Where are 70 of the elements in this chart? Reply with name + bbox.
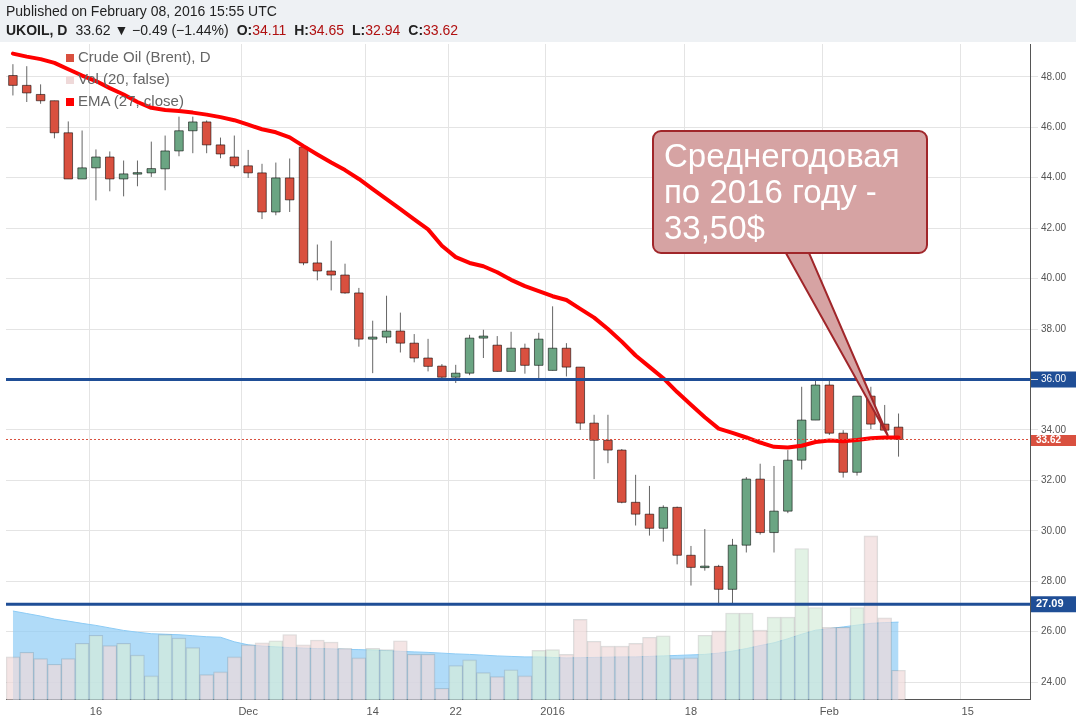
y-tick-label: 48.00 — [1041, 70, 1067, 82]
candlestick — [201, 119, 212, 154]
annotation: Среднегодовая по 2016 году - 33,50$ — [652, 130, 928, 254]
candlestick — [146, 141, 157, 178]
candlestick — [520, 343, 530, 375]
y-tick-label: 24.00 — [1041, 675, 1067, 687]
candlestick — [381, 295, 392, 344]
speech-bubble: Среднегодовая по 2016 году - 33,50$ — [652, 130, 928, 438]
candlestick — [215, 137, 226, 159]
x-tick-label: Feb — [819, 705, 839, 718]
x-tick-label: 14 — [366, 705, 379, 718]
candlestick — [630, 474, 641, 527]
y-tick-label: 28.00 — [1041, 575, 1067, 586]
legend-label: Crude Oil (Brent), D — [78, 48, 211, 66]
candlestick — [21, 65, 32, 103]
candlestick — [409, 333, 420, 363]
candlestick — [284, 158, 295, 213]
y-tick-label: 36.00 — [1041, 373, 1067, 385]
candlestick — [423, 338, 433, 372]
chart-subtitle: Published on February 08, 2016 15:55 UTC — [6, 3, 277, 19]
text: 33.62 ▼ −0.49 (−1.44%) — [75, 22, 229, 38]
y-tick-label: 44.00 — [1041, 171, 1067, 183]
candlestick — [229, 135, 240, 169]
candlestick — [326, 240, 336, 291]
y-tick-label: 42.00 — [1041, 221, 1067, 233]
y-tick-label: 40.00 — [1041, 272, 1067, 284]
candlestick — [506, 331, 516, 372]
y-tick-label: 46.00 — [1041, 120, 1067, 132]
candlestick — [700, 528, 710, 572]
candlestick — [118, 160, 129, 197]
y-tick-label: 34.00 — [1041, 423, 1067, 435]
chart-title: UKOIL, D — [6, 22, 68, 38]
candlestick — [450, 364, 461, 384]
text: C:33.62 — [408, 22, 459, 38]
candlestick — [644, 485, 655, 537]
x-tick-label: Dec — [238, 705, 259, 718]
candlestick — [188, 116, 198, 154]
candlestick — [547, 305, 558, 371]
x-tick-label: 18 — [684, 705, 698, 718]
text: O:34.11 — [236, 22, 287, 38]
x-tick-label: 15 — [961, 705, 974, 718]
candlestick — [658, 504, 669, 543]
candlestick — [340, 263, 350, 295]
y-tick-label: 30.00 — [1041, 524, 1067, 536]
text: L:32.94 — [352, 22, 401, 38]
x-tick-label: 16 — [89, 705, 103, 718]
candlestick — [160, 135, 170, 191]
ref-line-label: 27.09 — [1036, 597, 1064, 610]
candlestick — [77, 130, 87, 180]
candlestick — [104, 150, 115, 192]
candlestick — [561, 342, 572, 377]
candlestick — [367, 320, 378, 374]
candlestick — [35, 83, 46, 105]
y-tick-label: 38.00 — [1041, 322, 1067, 334]
y-tick-label: 32.00 — [1041, 474, 1067, 486]
candlestick — [395, 312, 406, 353]
y-tick-label: 26.00 — [1041, 625, 1067, 637]
candlestick — [312, 244, 323, 281]
candlestick — [8, 63, 18, 96]
candlestick — [174, 116, 184, 157]
candlestick — [478, 329, 489, 359]
candlestick — [91, 148, 101, 201]
candlestick — [686, 545, 696, 587]
text: H:34.65 — [294, 22, 345, 38]
candlestick — [243, 149, 253, 179]
candlestick — [713, 564, 724, 606]
x-tick-label: 22 — [449, 705, 462, 718]
x-tick-label: 2016 — [540, 705, 565, 718]
ref-line-label: 33.62 — [1036, 434, 1062, 446]
candlestick — [769, 465, 779, 553]
